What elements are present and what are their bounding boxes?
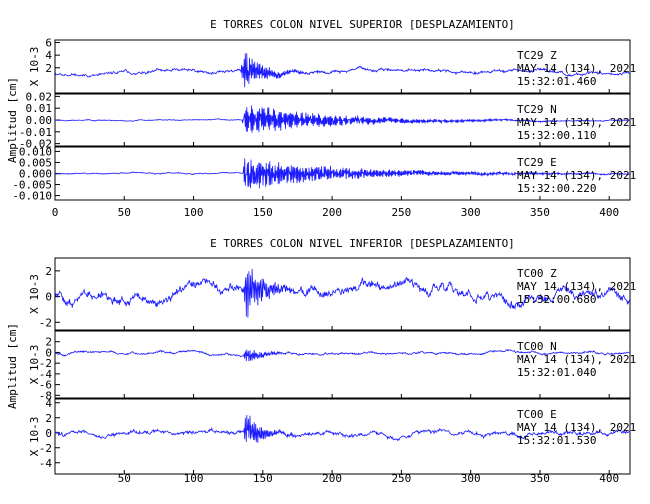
y-tick-label-0-0-1: 4 bbox=[45, 49, 52, 62]
y-tick-label-0-2-0: 0.010 bbox=[19, 145, 52, 158]
y-tick-label-0-0-0: 6 bbox=[45, 37, 52, 50]
y-tick-label-1-2-4: -4 bbox=[39, 457, 53, 470]
y-tick-label-0-0-2: 2 bbox=[45, 62, 52, 75]
x-tick-label-0-1: 50 bbox=[118, 206, 131, 219]
panel-annotation-1-2-0: TC00 E bbox=[517, 408, 557, 421]
panel-annotation-1-1-0: TC00 N bbox=[517, 340, 557, 353]
x-tick-label-0-7: 350 bbox=[530, 206, 550, 219]
panel-annotation-0-1-2: 15:32:00.110 bbox=[517, 129, 596, 142]
panel-frame-1-1 bbox=[54, 330, 631, 399]
panel-annotation-1-0-2: 15:32:00.680 bbox=[517, 293, 596, 306]
y-tick-label-1-2-3: -2 bbox=[39, 442, 52, 455]
y-tick-label-0-2-2: 0.000 bbox=[19, 168, 52, 181]
y-tick-label-1-1-4: -6 bbox=[39, 379, 52, 392]
x-tick-label-1-5: 300 bbox=[461, 472, 481, 485]
y-tick-label-0-2-3: -0.005 bbox=[12, 179, 52, 192]
x-tick-label-0-0: 0 bbox=[52, 206, 59, 219]
trace-1-1 bbox=[54, 348, 631, 362]
y-tick-label-1-1-2: -2 bbox=[39, 357, 52, 370]
y-tick-label-1-0-0: 2 bbox=[45, 265, 52, 278]
panel-frame-1-0 bbox=[54, 257, 631, 331]
panel-annotation-0-2-0: TC29 E bbox=[517, 156, 557, 169]
y-tick-label-0-1-0: 0.02 bbox=[26, 90, 53, 103]
panel-annotation-1-1-1: MAY 14 (134), 2021 bbox=[517, 353, 636, 366]
panel-annotation-0-0-0: TC29 Z bbox=[517, 49, 557, 62]
y-tick-label-0-1-4: -0.02 bbox=[19, 138, 52, 151]
panel-annotation-1-0-1: MAY 14 (134), 2021 bbox=[517, 280, 636, 293]
y-tick-label-0-1-3: -0.01 bbox=[19, 126, 52, 139]
y-tick-label-1-1-5: -8 bbox=[39, 389, 52, 402]
panel-annotation-0-2-1: MAY 14 (134), 2021 bbox=[517, 169, 636, 182]
y-axis-label-0: Amplitud [cm] bbox=[6, 77, 19, 163]
panel-annotation-0-0-2: 15:32:01.460 bbox=[517, 75, 596, 88]
y-tick-label-0-1-1: 0.01 bbox=[26, 102, 53, 115]
x-tick-label-1-1: 100 bbox=[184, 472, 204, 485]
y-tick-label-1-0-1: 0 bbox=[45, 291, 52, 304]
y-unit-label-0-0: X 10-3 bbox=[28, 47, 41, 87]
y-tick-label-1-2-0: 4 bbox=[45, 397, 52, 410]
x-tick-label-0-8: 400 bbox=[599, 206, 619, 219]
y-tick-label-0-2-4: -0.010 bbox=[12, 190, 52, 203]
y-tick-label-1-1-0: 2 bbox=[45, 336, 52, 349]
x-tick-label-0-3: 150 bbox=[253, 206, 273, 219]
trace-1-0 bbox=[54, 268, 631, 318]
panel-annotation-1-0-0: TC00 Z bbox=[517, 267, 557, 280]
trace-1-2 bbox=[54, 414, 631, 443]
y-tick-label-1-0-2: -2 bbox=[39, 316, 52, 329]
x-tick-label-1-2: 150 bbox=[253, 472, 273, 485]
x-tick-label-1-6: 350 bbox=[530, 472, 550, 485]
chart-title-1: E TORRES COLON NIVEL INFERIOR [DESPLAZAM… bbox=[210, 237, 515, 250]
panel-annotation-0-1-0: TC29 N bbox=[517, 103, 557, 116]
panel-annotation-1-2-2: 15:32:01.530 bbox=[517, 434, 596, 447]
chart-title-0: E TORRES COLON NIVEL SUPERIOR [DESPLAZAM… bbox=[210, 18, 515, 31]
x-tick-label-1-0: 50 bbox=[118, 472, 131, 485]
x-tick-label-0-2: 100 bbox=[184, 206, 204, 219]
x-tick-label-1-7: 400 bbox=[599, 472, 619, 485]
trace-0-1 bbox=[54, 105, 631, 133]
panel-annotation-0-1-1: MAY 14 (134), 2021 bbox=[517, 116, 636, 129]
y-axis-label-1: Amplitud [cm] bbox=[6, 323, 19, 409]
panel-annotation-0-0-1: MAY 14 (134), 2021 bbox=[517, 62, 636, 75]
panel-frame-1-2 bbox=[54, 398, 631, 475]
x-tick-label-0-6: 300 bbox=[461, 206, 481, 219]
panel-annotation-1-2-1: MAY 14 (134), 2021 bbox=[517, 421, 636, 434]
trace-0-2 bbox=[54, 158, 631, 189]
x-tick-label-0-5: 250 bbox=[391, 206, 411, 219]
x-tick-label-1-4: 250 bbox=[391, 472, 411, 485]
y-tick-label-0-1-2: 0.00 bbox=[26, 114, 53, 127]
x-tick-label-1-3: 200 bbox=[322, 472, 342, 485]
y-unit-label-1-2: X 10-3 bbox=[28, 417, 41, 457]
y-tick-label-1-2-2: 0 bbox=[45, 427, 52, 440]
y-unit-label-1-0: X 10-3 bbox=[28, 274, 41, 314]
trace-0-0 bbox=[54, 53, 631, 88]
panel-annotation-0-2-2: 15:32:00.220 bbox=[517, 182, 596, 195]
y-unit-label-1-1: X 10-3 bbox=[28, 345, 41, 385]
panel-frame-0-0 bbox=[54, 39, 631, 94]
y-tick-label-1-2-1: 2 bbox=[45, 412, 52, 425]
y-tick-label-1-1-3: -4 bbox=[39, 368, 53, 381]
y-tick-label-0-2-1: 0.005 bbox=[19, 156, 52, 169]
y-tick-label-1-1-1: 0 bbox=[45, 346, 52, 359]
panel-annotation-1-1-2: 15:32:01.040 bbox=[517, 366, 596, 379]
x-tick-label-0-4: 200 bbox=[322, 206, 342, 219]
